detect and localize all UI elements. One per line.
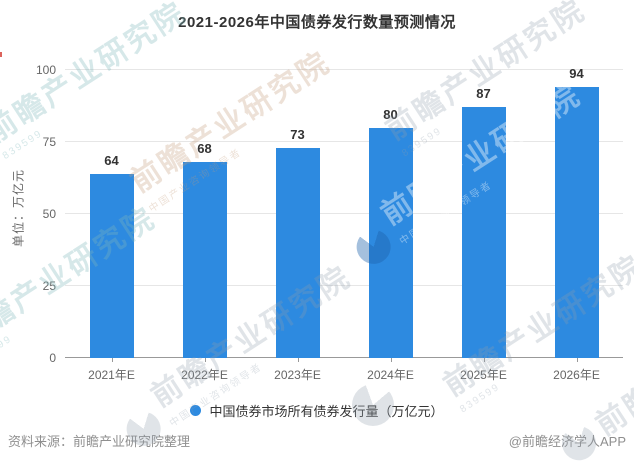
left-edge-red-mark [0, 52, 2, 57]
data-source-text: 资料来源：前瞻产业研究院整理 [8, 434, 191, 449]
x-tick-label: 2022年E [158, 358, 251, 383]
gridline [65, 213, 623, 214]
gridline [65, 141, 623, 142]
x-tick-label: 2025年E [437, 358, 530, 383]
bar-value-label: 68 [197, 141, 212, 157]
bar [554, 87, 599, 358]
bar-slot: 94 [530, 66, 623, 358]
bars-layer: 64 68 73 80 87 94 [65, 66, 623, 358]
credit-text: @前瞻经济学人APP [508, 434, 626, 449]
bar [461, 107, 506, 358]
bar-slot: 87 [437, 70, 530, 358]
bar [368, 127, 413, 358]
x-tick-mark [483, 358, 485, 362]
bar-slot: 68 [158, 70, 251, 358]
legend: 中国债券市场所有债券发行量（万亿元） [0, 401, 634, 420]
x-tick-mark [111, 358, 113, 362]
bar-value-label: 80 [383, 106, 398, 122]
x-tick-mark [390, 358, 392, 362]
bar [89, 173, 134, 358]
footer: 资料来源：前瞻产业研究院整理 @前瞻经济学人APP [8, 431, 626, 450]
legend-marker-icon [190, 405, 202, 416]
x-axis-line [65, 357, 623, 358]
bar-value-label: 94 [569, 66, 584, 82]
bar-slot: 80 [344, 70, 437, 358]
chart-title: 2021-2026年中国债券发行数量预测情况 [178, 14, 456, 31]
x-tick-label: 2021年E [65, 358, 158, 383]
plot-area: 0 25 50 75 100 64 68 73 80 87 94 [36, 63, 623, 365]
y-tick-label: 75 [42, 135, 56, 149]
bar-value-label: 73 [290, 126, 305, 142]
bar-slot: 64 [65, 70, 158, 358]
x-axis: 2021年E 2022年E 2023年E 2024年E 2025年E 2026年E [65, 358, 623, 383]
bar-slot: 73 [251, 70, 344, 358]
y-tick-label: 25 [42, 279, 56, 293]
y-tick-label: 100 [35, 63, 56, 77]
bar [275, 147, 320, 358]
x-tick-label: 2023年E [251, 358, 344, 383]
x-tick-mark [297, 358, 299, 362]
y-axis-unit-label: 单位：万亿元 [11, 168, 26, 248]
x-tick-mark [204, 358, 206, 362]
legend-label: 中国债券市场所有债券发行量（万亿元） [209, 404, 444, 419]
gridline [65, 69, 623, 70]
gridline [65, 285, 623, 286]
x-tick-label: 2026年E [530, 358, 623, 383]
x-tick-label: 2024年E [344, 358, 437, 383]
x-tick-mark [576, 358, 578, 362]
bar-value-label: 64 [104, 152, 119, 168]
bar-value-label: 87 [476, 86, 491, 102]
bar [182, 162, 227, 358]
y-tick-label: 0 [49, 351, 56, 365]
y-tick-label: 50 [42, 207, 56, 221]
